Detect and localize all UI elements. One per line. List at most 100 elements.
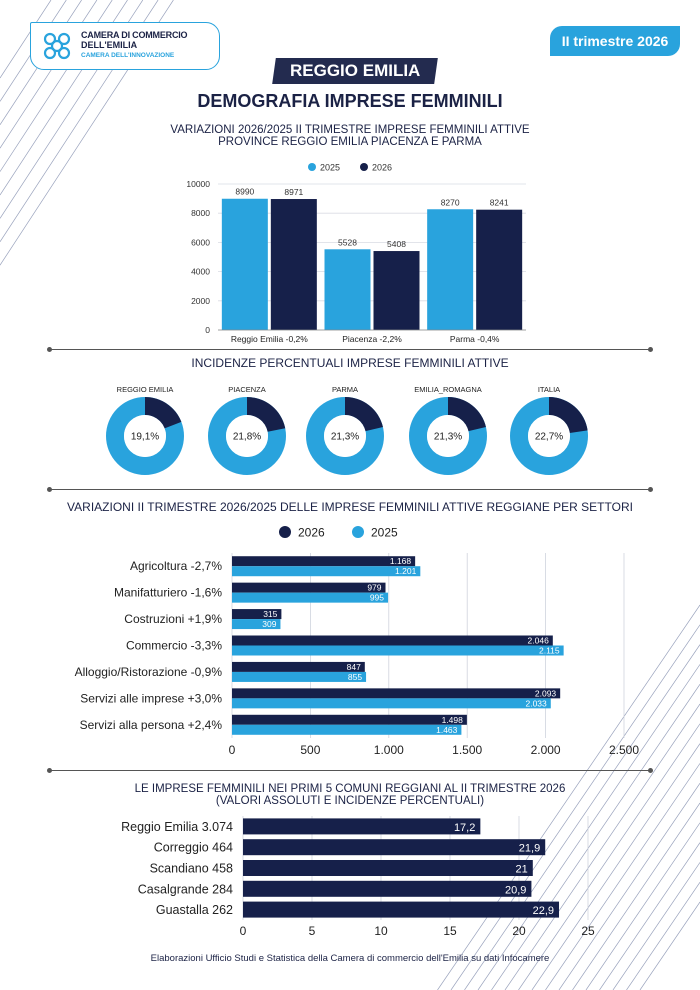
bar-value-label: 8270 bbox=[441, 197, 460, 207]
stripe-line bbox=[585, 822, 700, 990]
bar-value-label: 21 bbox=[516, 864, 528, 876]
section3-title: VARIAZIONI II TRIMESTRE 2026/2025 DELLE … bbox=[67, 500, 633, 514]
logo-line-2: DELL'EMILIA bbox=[81, 40, 138, 50]
logo-knot-icon bbox=[43, 32, 71, 60]
donut-value-label: 19,1% bbox=[131, 432, 159, 443]
stripes-bottom-right bbox=[437, 604, 700, 990]
section4-title-line1: LE IMPRESE FEMMINILI NEI PRIMI 5 COMUNI … bbox=[134, 783, 566, 795]
bar-2025-2 bbox=[232, 619, 281, 630]
legend-label-0: 2026 bbox=[298, 526, 325, 540]
bar-2025-5 bbox=[232, 698, 551, 709]
bar-value-label: 1.201 bbox=[395, 566, 417, 576]
x-tick-label: 15 bbox=[443, 924, 457, 938]
bar-value-label: 847 bbox=[347, 662, 361, 672]
bar-2025-0 bbox=[232, 566, 421, 577]
divider-2 bbox=[47, 487, 653, 492]
bar-2026-0 bbox=[270, 199, 317, 330]
stripe-line bbox=[558, 783, 700, 990]
y-category-label: Commercio -3,3% bbox=[126, 639, 222, 653]
bar-value-label: 22,9 bbox=[533, 905, 554, 917]
stripe-line bbox=[464, 644, 700, 990]
stripe-line bbox=[639, 901, 700, 990]
donut-hole bbox=[324, 415, 366, 457]
bar-value-label: 1.498 bbox=[442, 715, 464, 725]
section2-title: INCIDENZE PERCENTUALI IMPRESE FEMMINILI … bbox=[191, 356, 509, 370]
bar-2025-0 bbox=[221, 198, 268, 330]
logo-line-1: CAMERA DI COMMERCIO bbox=[81, 30, 188, 40]
bar-value-label: 17,2 bbox=[454, 822, 475, 834]
bar-2 bbox=[243, 860, 533, 876]
bar-value-label: 855 bbox=[348, 672, 362, 682]
bar-2025-1 bbox=[232, 592, 389, 603]
y-category-label: Casalgrande 284 bbox=[138, 882, 233, 896]
bar-value-label: 2.093 bbox=[535, 688, 557, 698]
bar-1 bbox=[243, 839, 546, 856]
bar-value-label: 315 bbox=[263, 609, 277, 619]
x-category-label: Parma -0,4% bbox=[450, 334, 500, 344]
stripe-line bbox=[531, 743, 700, 990]
bar-value-label: 979 bbox=[367, 583, 381, 593]
stripe-line bbox=[612, 862, 700, 990]
page-title: DEMOGRAFIA IMPRESE FEMMINILI bbox=[197, 91, 503, 111]
x-tick-label: 2.000 bbox=[531, 743, 561, 757]
y-category-label: Costruzioni +1,9% bbox=[124, 612, 222, 626]
donut-value-label: 21,3% bbox=[434, 432, 462, 443]
donut-title: REGGIO EMILIA bbox=[117, 385, 174, 394]
municipality-bar-chart: 0 5 10 15 20 25 Reggio Emilia 3.074 17,2 Corregg… bbox=[121, 816, 595, 938]
donut-title: EMILIA_ROMAGNA bbox=[414, 385, 482, 394]
legend-label-1: 2026 bbox=[372, 163, 392, 173]
bar-value-label: 2.115 bbox=[539, 646, 560, 656]
donut-hole bbox=[124, 415, 166, 457]
bar-value-label: 5528 bbox=[338, 237, 357, 247]
legend-marker-1 bbox=[352, 526, 364, 538]
legend-label-1: 2025 bbox=[371, 526, 398, 540]
section1-title-line2: PROVINCE REGGIO EMILIA PIACENZA E PARMA bbox=[218, 136, 482, 148]
donut-hole bbox=[226, 415, 268, 457]
x-category-label: Piacenza -2,2% bbox=[342, 334, 402, 344]
x-category-label: Reggio Emilia -0,2% bbox=[231, 334, 308, 344]
logo: CAMERA DI COMMERCIO DELL'EMILIA CAMERA D… bbox=[30, 22, 220, 70]
y-tick-label: 8000 bbox=[191, 208, 210, 218]
bar-2026-1 bbox=[232, 582, 386, 593]
bar-2026-0 bbox=[232, 556, 416, 567]
bar-value-label: 21,9 bbox=[519, 843, 540, 855]
x-tick-label: 1.500 bbox=[452, 743, 482, 757]
donut-value-label: 21,3% bbox=[331, 432, 359, 443]
legend-marker-0 bbox=[308, 163, 316, 171]
donut-value-slice bbox=[345, 397, 383, 432]
donut-value-label: 22,7% bbox=[535, 432, 563, 443]
stripe-line bbox=[450, 624, 700, 990]
stripe-line bbox=[504, 703, 700, 990]
bar-2026-2 bbox=[476, 209, 523, 330]
stripe-line bbox=[437, 604, 700, 990]
incidence-donut-charts: REGGIO EMILIA 19,1% PIACENZA 21,8% PARMA 21,3… bbox=[106, 385, 588, 475]
donut-value-slice bbox=[145, 397, 182, 429]
x-tick-label: 1.000 bbox=[374, 743, 404, 757]
stripe-line bbox=[626, 882, 700, 990]
stripe-line bbox=[545, 763, 700, 990]
donut-title: ITALIA bbox=[538, 385, 560, 394]
bar-3 bbox=[243, 880, 532, 897]
bar-value-label: 20,9 bbox=[505, 884, 526, 896]
x-tick-label: 2.500 bbox=[609, 743, 639, 757]
x-tick-label: 5 bbox=[309, 924, 316, 938]
stripe-line bbox=[491, 684, 700, 990]
quarter-badge: II trimestre 2026 bbox=[550, 26, 680, 56]
x-tick-label: 0 bbox=[229, 743, 236, 757]
stripe-line bbox=[477, 664, 700, 990]
bar-4 bbox=[243, 901, 560, 918]
bar-2025-6 bbox=[232, 724, 462, 735]
footer-source: Elaborazioni Ufficio Studi e Statistica … bbox=[150, 953, 550, 964]
bar-2026-5 bbox=[232, 688, 561, 699]
y-category-label: Servizi alla persona +2,4% bbox=[80, 718, 223, 732]
stripe-line bbox=[518, 723, 700, 990]
legend-marker-1 bbox=[360, 163, 368, 171]
bar-value-label: 2.033 bbox=[525, 698, 547, 708]
bar-2026-6 bbox=[232, 714, 467, 725]
bar-2026-2 bbox=[232, 609, 282, 620]
y-category-label: Guastalla 262 bbox=[156, 903, 233, 917]
donut-value-label: 21,8% bbox=[233, 432, 261, 443]
region-banner: REGGIO EMILIA bbox=[272, 58, 438, 84]
y-tick-label: 2000 bbox=[191, 296, 210, 306]
